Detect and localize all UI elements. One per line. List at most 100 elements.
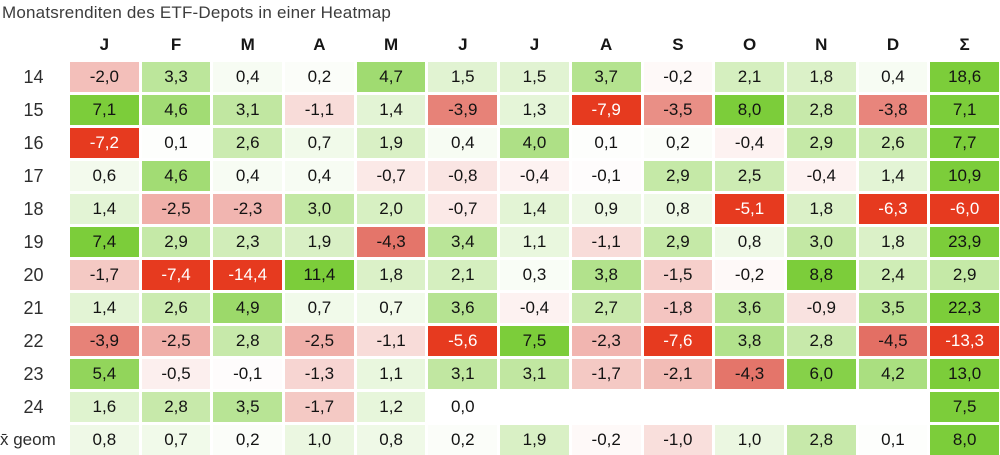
heatmap-cell: -4,3 (356, 227, 426, 257)
heatmap-cell: -5,1 (715, 194, 784, 224)
row-label-geometric-mean: x̄ geom (0, 430, 56, 449)
heatmap-cell: -7,2 (70, 128, 139, 158)
heatmap-cell: 0,9 (571, 194, 641, 224)
heatmap-cell: 2,8 (786, 425, 856, 455)
heatmap-cell: 7,5 (930, 392, 999, 422)
heatmap-cell: 0,7 (285, 128, 354, 158)
heatmap-cell: 0,2 (428, 425, 498, 455)
column-header-month-8: A (600, 35, 613, 54)
heatmap-cell: 0,7 (285, 293, 354, 323)
heatmap-grid: J F M A M J J A S O N D Σ 14 -2,0 3,3 0,4 0,2 4,7 1,5 1,5 3,7… (0, 31, 999, 455)
heatmap-cell: -14,4 (213, 260, 283, 290)
heatmap-cell: -1,3 (285, 359, 354, 389)
heatmap-cell: 0,4 (213, 62, 283, 92)
heatmap-cell: 1,9 (285, 227, 354, 257)
heatmap-cell: 4,0 (500, 128, 569, 158)
heatmap-cell: -2,0 (70, 62, 139, 92)
heatmap-cell: 0,1 (571, 128, 641, 158)
heatmap-cell: -0,5 (141, 359, 211, 389)
column-header-month-12: D (886, 35, 900, 54)
heatmap-cell: -2,3 (571, 326, 641, 356)
heatmap-cell: 1,8 (786, 62, 856, 92)
heatmap-cell: 7,5 (500, 326, 569, 356)
column-header-month-9: S (672, 35, 684, 54)
heatmap-cell: 2,8 (213, 326, 283, 356)
heatmap-cell: 2,1 (428, 260, 498, 290)
heatmap-cell: 8,0 (930, 425, 999, 455)
heatmap-cell: -7,4 (141, 260, 211, 290)
heatmap-cell: -0,2 (571, 425, 641, 455)
heatmap-cell-empty (715, 392, 784, 422)
heatmap-cell: -2,5 (141, 326, 211, 356)
heatmap-cell: 7,1 (930, 95, 999, 125)
heatmap-cell: 2,9 (643, 227, 713, 257)
heatmap-cell: -1,1 (571, 227, 641, 257)
column-header-month-5: M (384, 35, 399, 54)
heatmap-cell: 3,4 (428, 227, 498, 257)
heatmap-cell: 3,8 (715, 326, 784, 356)
heatmap-cell-empty (572, 392, 641, 422)
row-label-year-24: 24 (23, 396, 44, 417)
heatmap-cell: -1,5 (643, 260, 713, 290)
heatmap-cell: 3,6 (428, 293, 498, 323)
heatmap-cell: 4,7 (356, 62, 426, 92)
heatmap-cell: 1,8 (786, 194, 856, 224)
heatmap-cell: -0,2 (715, 260, 784, 290)
heatmap-cell: 2,4 (858, 260, 928, 290)
heatmap-cell: -5,6 (428, 326, 498, 356)
heatmap-cell: 1,1 (500, 227, 569, 257)
heatmap-cell: 1,5 (428, 62, 498, 92)
heatmap-cell: 10,9 (930, 161, 999, 191)
heatmap-cell: 0,7 (141, 425, 211, 455)
heatmap-cell: -1,7 (571, 359, 641, 389)
heatmap-cell: -3,5 (643, 95, 713, 125)
heatmap-cell: 2,6 (213, 128, 283, 158)
heatmap-cell: 1,2 (356, 392, 426, 422)
heatmap-cell: 6,0 (786, 359, 856, 389)
heatmap-cell-empty (859, 392, 928, 422)
heatmap-cell: 1,9 (356, 128, 426, 158)
heatmap-cell: 0,8 (356, 425, 426, 455)
heatmap-cell: 1,3 (500, 95, 569, 125)
column-header-month-4: A (313, 35, 326, 54)
heatmap-cell: 0,4 (285, 161, 354, 191)
heatmap-cell: 0,8 (643, 194, 713, 224)
heatmap-cell: 1,1 (356, 359, 426, 389)
heatmap-cell: 1,0 (715, 425, 784, 455)
heatmap-cell: 3,1 (428, 359, 498, 389)
heatmap-cell: 1,4 (70, 194, 139, 224)
heatmap-cell: 4,9 (213, 293, 283, 323)
heatmap-cell-empty (787, 392, 856, 422)
heatmap-cell: 1,4 (500, 194, 569, 224)
row-label-year-23: 23 (23, 363, 44, 384)
heatmap-cell: 0,4 (428, 128, 498, 158)
heatmap-cell: 1,9 (500, 425, 569, 455)
heatmap-cell: 1,8 (356, 260, 426, 290)
heatmap-cell: 22,3 (930, 293, 999, 323)
heatmap-cell: -2,5 (285, 326, 354, 356)
heatmap-cell: 8,0 (715, 95, 784, 125)
heatmap-cell: -0,1 (213, 359, 283, 389)
column-header-sum: Σ (959, 35, 970, 54)
heatmap-cell: -1,7 (70, 260, 139, 290)
heatmap-cell: -1,1 (285, 95, 354, 125)
column-header-month-6: J (458, 35, 468, 54)
column-header-month-3: M (240, 35, 255, 54)
heatmap-cell: 2,9 (930, 260, 999, 290)
heatmap-cell: 3,5 (213, 392, 283, 422)
heatmap-cell: 1,4 (70, 293, 139, 323)
heatmap-cell: -1,7 (285, 392, 354, 422)
heatmap-cell: 0,6 (70, 161, 139, 191)
heatmap-cell: 0,8 (70, 425, 139, 455)
row-label-year-19: 19 (23, 231, 44, 252)
heatmap-cell: -13,3 (930, 326, 999, 356)
heatmap-cell: 7,4 (70, 227, 139, 257)
heatmap-cell: 3,7 (571, 62, 641, 92)
heatmap-cell: -3,9 (70, 326, 139, 356)
heatmap-cell: 3,1 (500, 359, 569, 389)
column-header-month-7: J (529, 35, 540, 54)
heatmap-cell: -0,8 (428, 161, 498, 191)
heatmap-cell: 2,7 (571, 293, 641, 323)
column-header-month-2: F (170, 35, 182, 54)
row-label-year-20: 20 (23, 264, 44, 285)
